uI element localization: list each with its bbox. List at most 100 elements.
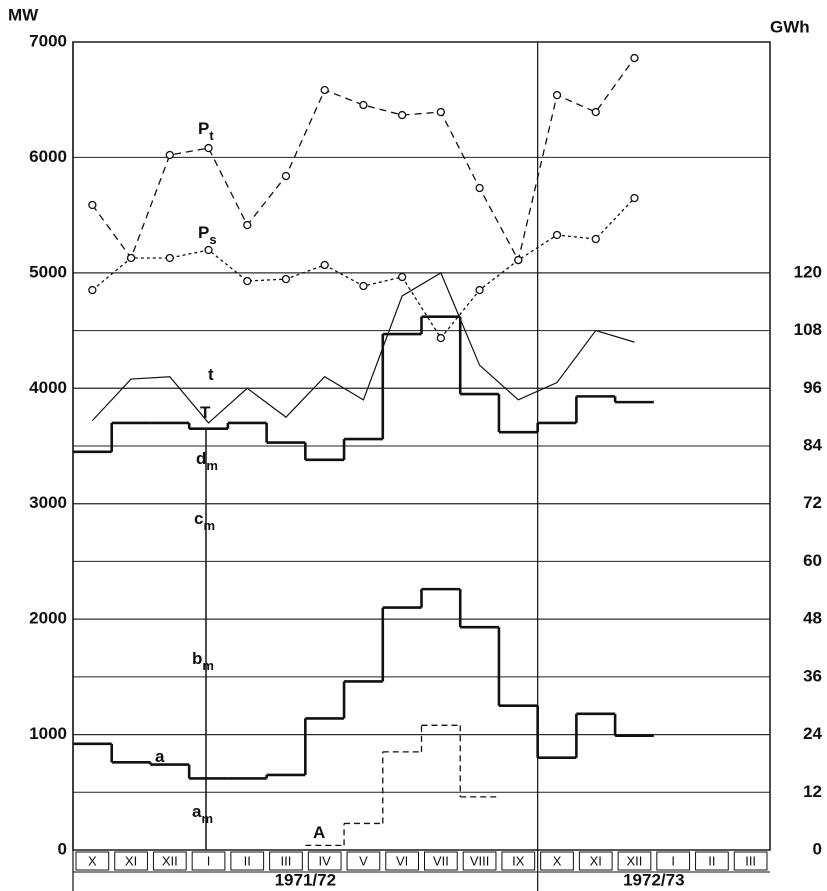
series-label: t (208, 365, 214, 384)
x-tick-label: V (359, 853, 368, 868)
month-box (191, 851, 226, 871)
point (359, 100, 368, 110)
x-tick-label: III (745, 853, 756, 868)
y-tick-label: 4000 (29, 378, 67, 397)
y2-tick-label: 36 (803, 666, 822, 685)
month-box (462, 851, 497, 871)
month-box (230, 851, 265, 871)
month-box (617, 851, 652, 871)
y-tick-label: 7000 (29, 31, 67, 50)
label-main: d (196, 449, 206, 468)
point (552, 90, 562, 100)
series-label: a (155, 747, 165, 766)
x-tick-label: IV (319, 853, 332, 868)
label-main: A (313, 823, 325, 842)
x-tick-label: VIII (470, 853, 490, 868)
point (320, 85, 329, 95)
series-line (91, 57, 636, 262)
month-box (578, 851, 613, 871)
point (88, 200, 97, 210)
band-label: cm (194, 509, 215, 533)
point (397, 110, 407, 120)
month-box (501, 851, 536, 871)
y2-tick-label: 0 (813, 839, 822, 858)
point (591, 234, 600, 244)
point (204, 245, 213, 255)
point (475, 183, 484, 193)
band-label: dm (196, 449, 218, 473)
label-sub: m (201, 811, 213, 826)
period-label: 1972/73 (623, 870, 684, 889)
month-box (346, 851, 381, 871)
point (514, 255, 523, 265)
y2-tick-label: 72 (803, 493, 822, 512)
label-main: a (155, 747, 165, 766)
series-label: A (313, 823, 325, 842)
month-box (695, 851, 729, 871)
y2-tick-label: 24 (803, 724, 822, 743)
y-tick-label: 2000 (29, 609, 67, 628)
month-box (114, 851, 148, 871)
y2-tick-label: 48 (803, 609, 822, 628)
point (281, 171, 291, 181)
point (204, 143, 213, 153)
label-sub: s (209, 232, 216, 247)
month-box (540, 851, 574, 871)
point (165, 253, 174, 263)
point (243, 276, 252, 286)
month-box (733, 851, 768, 871)
y-tick-label: 0 (58, 839, 67, 858)
band-label: bm (192, 649, 214, 673)
label-main: P (198, 223, 209, 242)
x-tick-label: III (281, 853, 292, 868)
x-tick-label: II (708, 853, 715, 868)
x-tick-label: X (553, 853, 562, 868)
y-tick-label: 6000 (29, 147, 67, 166)
month-box (269, 851, 303, 871)
point (436, 107, 446, 117)
month-box (424, 851, 458, 871)
series-line (91, 197, 635, 340)
point (243, 220, 252, 230)
x-tick-label: VII (433, 853, 449, 868)
y2-tick-label: 84 (803, 435, 822, 454)
x-tick-label: X (88, 853, 97, 868)
label-main: a (192, 802, 202, 821)
label-sub: m (202, 658, 214, 673)
label-main: T (200, 403, 211, 422)
point (475, 285, 484, 295)
point (88, 285, 97, 295)
point (281, 274, 291, 284)
y2-tick-label: 120 (794, 262, 822, 281)
point (552, 230, 562, 240)
period-label: 1971/72 (275, 870, 336, 889)
point (126, 253, 136, 263)
label-main: b (192, 649, 202, 668)
x-tick-label: I (207, 853, 211, 868)
point (436, 333, 446, 343)
y-tick-label: 5000 (29, 262, 67, 281)
y2-axis-label: GWh (770, 17, 810, 36)
month-box (152, 851, 187, 871)
point (630, 53, 639, 63)
y-tick-label: 3000 (29, 493, 67, 512)
month-box (656, 851, 691, 871)
label-main: P (198, 119, 209, 138)
y2-tick-label: 60 (803, 551, 822, 570)
label-main: c (194, 509, 203, 528)
series-label: Pt (198, 119, 214, 143)
point (397, 272, 407, 282)
point (591, 107, 600, 117)
y-axis-label: MW (8, 5, 39, 24)
month-box (75, 851, 110, 871)
point (165, 150, 174, 160)
month-box (385, 851, 419, 871)
y-tick-label: 1000 (29, 724, 67, 743)
month-box (307, 851, 342, 871)
point (320, 260, 329, 270)
point (630, 193, 639, 203)
x-tick-label: II (244, 853, 251, 868)
y2-tick-label: 96 (803, 378, 822, 397)
x-tick-label: IX (512, 853, 525, 868)
